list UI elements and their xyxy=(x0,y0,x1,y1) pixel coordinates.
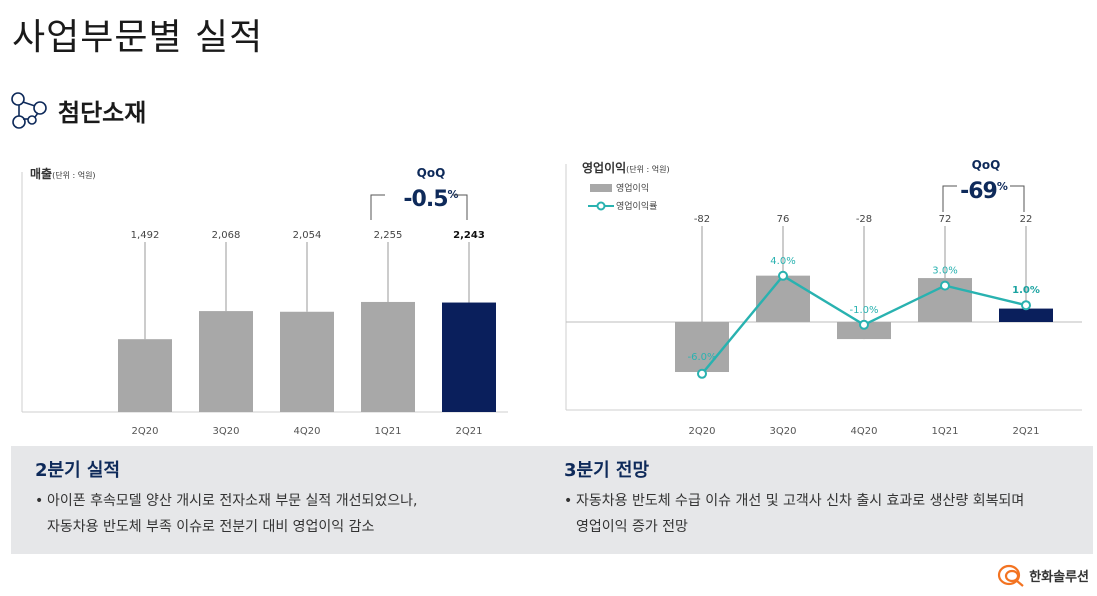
profit-chart: 영업이익(단위 : 억원) 영업이익 영업이익률 QoQ -69% -82 2Q2… xyxy=(560,150,1090,440)
profit-value-label: 76 xyxy=(777,214,790,225)
profit-rate-label: -6.0% xyxy=(687,352,716,363)
page-title: 사업부문별 실적 xyxy=(12,17,264,58)
profit-rate-point xyxy=(697,368,707,379)
revenue-value-label: 2,068 xyxy=(212,230,241,241)
revenue-x-tick: 2Q21 xyxy=(456,426,483,437)
revenue-chart-svg: 매출(단위 : 억원) QoQ -0.5% 1,492 2Q20 2,068 3Q20… xyxy=(21,166,508,437)
summary-right: 3분기 전망 • 자동차용 반도체 수급 이슈 개선 및 고객사 신차 출시 효… xyxy=(564,456,1024,540)
profit-qoq-value: -69% xyxy=(960,179,1008,204)
revenue-x-tick: 1Q21 xyxy=(375,426,402,437)
profit-bar xyxy=(837,322,891,340)
bullet: • xyxy=(564,493,573,509)
summary-right-line-2: 영업이익 증가 전망 xyxy=(576,519,688,535)
profit-qoq-bracket-left xyxy=(942,185,957,212)
revenue-x-tick: 3Q20 xyxy=(213,426,240,437)
profit-rate-point xyxy=(859,319,869,330)
bullet: • xyxy=(35,493,44,509)
profit-rate-point xyxy=(778,270,788,281)
footer-logo: 한화솔루션 xyxy=(997,562,1089,588)
profit-value-label: 72 xyxy=(939,214,952,225)
profit-value-label: -28 xyxy=(856,214,872,225)
profit-bar xyxy=(999,308,1053,322)
profit-value-label: 22 xyxy=(1020,214,1033,225)
summary-left-body: • 아이폰 후속모델 양산 개시로 전자소재 부문 실적 개선되었으나, 자동차… xyxy=(35,488,417,540)
revenue-unit-label: 매출(단위 : 억원) xyxy=(30,166,96,181)
revenue-qoq-bracket-left xyxy=(370,194,385,220)
profit-rate-label: -1.0% xyxy=(849,305,878,316)
profit-rate-point xyxy=(940,280,950,291)
revenue-x-tick: 2Q20 xyxy=(132,426,159,437)
profit-x-tick: 3Q20 xyxy=(770,426,797,437)
legend-bar-label: 영업이익 xyxy=(616,182,649,194)
profit-x-tick: 2Q20 xyxy=(689,426,716,437)
revenue-bar xyxy=(442,302,496,412)
revenue-value-label: 1,492 xyxy=(131,230,160,241)
summary-left-line-1: 아이폰 후속모델 양산 개시로 전자소재 부문 실적 개선되었으나, xyxy=(47,493,418,509)
summary-right-body: • 자동차용 반도체 수급 이슈 개선 및 고객사 신차 출시 효과로 생산량 … xyxy=(564,488,1024,540)
profit-qoq-label: QoQ xyxy=(972,158,1001,172)
profit-x-tick: 4Q20 xyxy=(851,426,878,437)
revenue-value-label: 2,054 xyxy=(293,230,322,241)
profit-bar xyxy=(675,322,729,373)
molecule-icon xyxy=(11,92,47,129)
revenue-bar xyxy=(199,311,253,412)
section-title: 첨단소재 xyxy=(58,98,147,127)
revenue-value-label: 2,243 xyxy=(453,230,485,241)
summary-right-heading: 3분기 전망 xyxy=(564,460,650,481)
footer-logo-text: 한화솔루션 xyxy=(1029,569,1089,585)
revenue-chart: 매출(단위 : 억원) QoQ -0.5% 1,492 2Q20 2,068 3Q20… xyxy=(0,150,520,440)
summary-right-line-1: 자동차용 반도체 수급 이슈 개선 및 고객사 신차 출시 효과로 생산량 회복… xyxy=(576,493,1025,509)
revenue-qoq-label: QoQ xyxy=(417,166,446,180)
section-header: 첨단소재 xyxy=(8,88,146,132)
revenue-bar xyxy=(118,339,172,412)
profit-rate-label: 1.0% xyxy=(1012,285,1040,296)
revenue-bar xyxy=(280,311,334,412)
legend-line-label: 영업이익률 xyxy=(616,200,657,212)
profit-qoq-bracket-right xyxy=(1010,185,1025,212)
summary-left: 2분기 실적 • 아이폰 후속모델 양산 개시로 전자소재 부문 실적 개선되었… xyxy=(35,456,417,540)
profit-rate-label: 4.0% xyxy=(770,256,795,267)
summary-left-line-2: 자동차용 반도체 부족 이슈로 전분기 대비 영업이익 감소 xyxy=(47,519,375,535)
legend-line-marker xyxy=(596,201,606,211)
profit-unit-label: 영업이익(단위 : 억원) xyxy=(582,160,670,175)
profit-x-tick: 1Q21 xyxy=(932,426,959,437)
revenue-qoq-value: -0.5% xyxy=(403,187,458,212)
summary-left-heading: 2분기 실적 xyxy=(35,460,121,481)
legend-bar-swatch xyxy=(590,184,612,192)
revenue-bar xyxy=(361,301,415,412)
revenue-x-tick: 4Q20 xyxy=(294,426,321,437)
revenue-value-label: 2,255 xyxy=(374,230,403,241)
profit-chart-svg: 영업이익(단위 : 억원) 영업이익 영업이익률 QoQ -69% -82 2Q2… xyxy=(565,158,1082,437)
profit-rate-label: 3.0% xyxy=(932,266,957,277)
profit-value-label: -82 xyxy=(694,214,710,225)
profit-x-tick: 2Q21 xyxy=(1013,426,1040,437)
summary-box: 2분기 실적 • 아이폰 후속모델 양산 개시로 전자소재 부문 실적 개선되었… xyxy=(11,446,1093,554)
profit-rate-point xyxy=(1021,300,1031,311)
hanwha-logo-icon xyxy=(998,564,1024,587)
revenue-qoq-bracket-right xyxy=(453,194,468,220)
